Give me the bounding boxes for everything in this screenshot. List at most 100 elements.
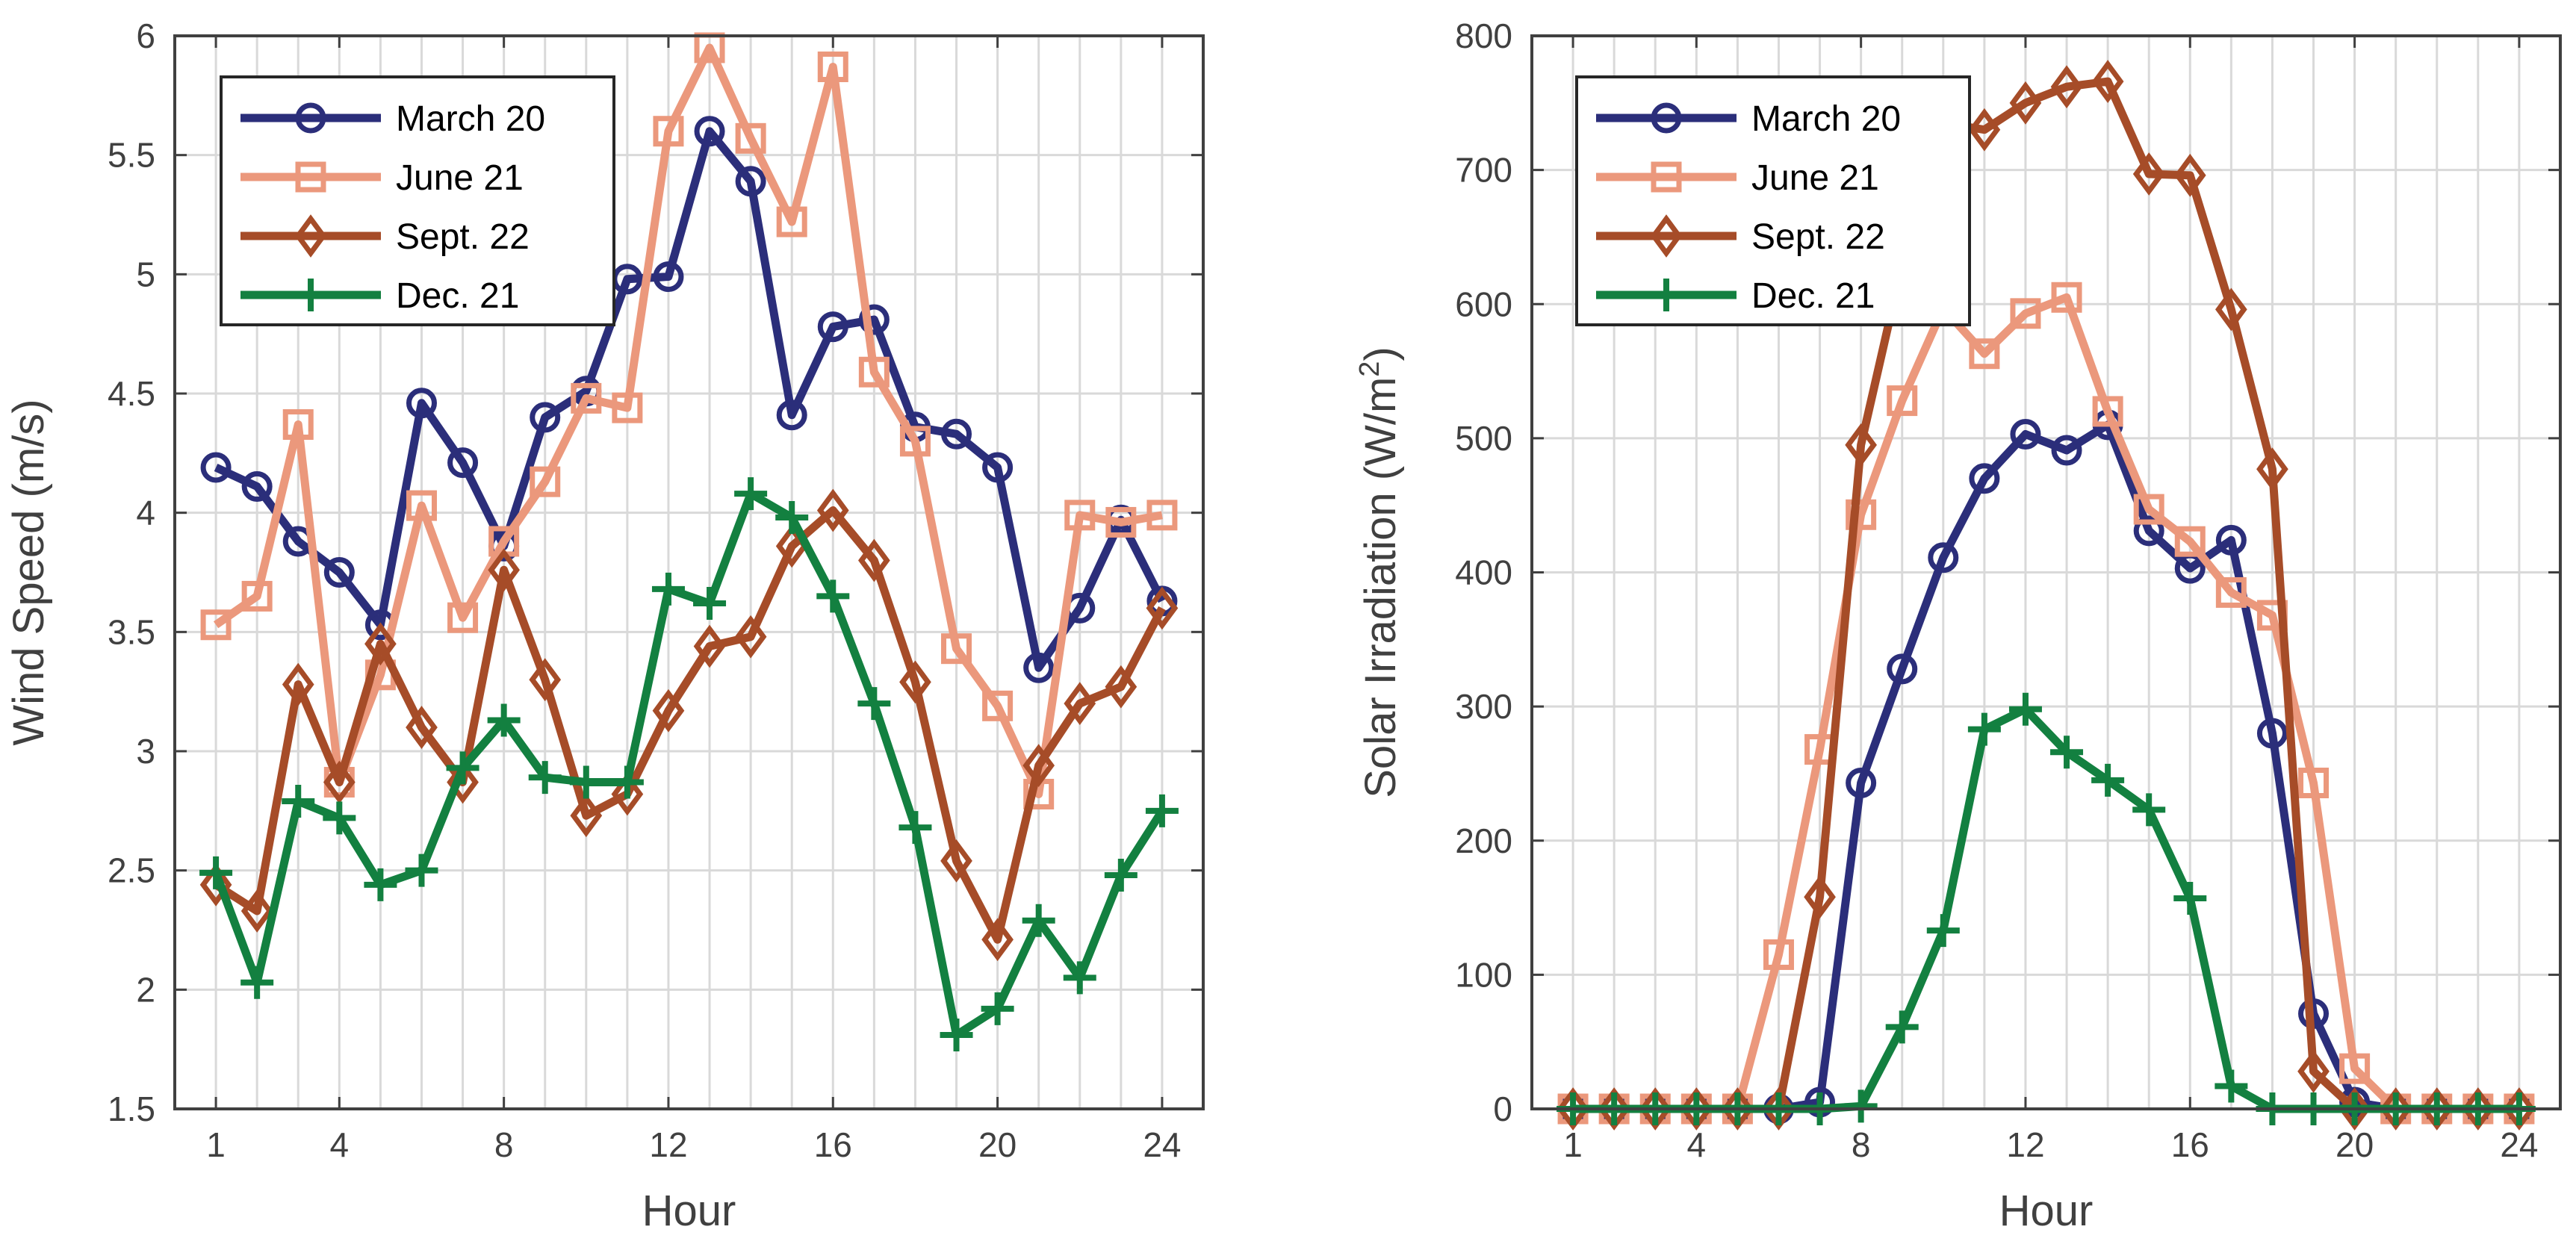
legend-label: March 20 bbox=[396, 99, 545, 139]
series-dec-21 bbox=[199, 477, 1179, 1052]
data-point bbox=[1844, 1089, 1878, 1123]
legend-label: Dec. 21 bbox=[1751, 276, 1875, 316]
data-point bbox=[1887, 385, 1918, 417]
data-point bbox=[1967, 712, 2001, 746]
legend-item: Dec. 21 bbox=[240, 276, 519, 316]
data-point bbox=[1105, 506, 1137, 538]
data-point bbox=[1968, 108, 2001, 152]
data-point bbox=[406, 388, 437, 419]
data-point bbox=[1105, 665, 1138, 709]
data-point bbox=[775, 501, 809, 535]
data-point bbox=[2173, 153, 2206, 197]
legend-marker bbox=[1651, 161, 1682, 193]
data-point bbox=[2050, 736, 2084, 769]
data-point bbox=[816, 488, 849, 532]
x-tick-label: 4 bbox=[1687, 1125, 1707, 1164]
data-point bbox=[653, 261, 684, 293]
series-sept-22 bbox=[199, 488, 1179, 962]
data-point bbox=[653, 116, 684, 147]
data-point bbox=[282, 662, 314, 706]
x-tick-label: 4 bbox=[330, 1125, 350, 1164]
data-point bbox=[899, 660, 931, 704]
legend-marker bbox=[295, 102, 326, 134]
data-point bbox=[1846, 499, 1877, 530]
x-tick-label: 1 bbox=[206, 1125, 226, 1164]
data-point bbox=[735, 122, 766, 154]
data-point bbox=[816, 579, 850, 613]
legend-marker bbox=[1651, 102, 1682, 134]
data-point bbox=[447, 760, 479, 804]
data-point bbox=[529, 658, 562, 702]
data-point bbox=[2173, 881, 2207, 915]
data-point bbox=[982, 690, 1014, 721]
data-point bbox=[530, 402, 561, 433]
legend-marker bbox=[1650, 214, 1683, 258]
x-tick-label: 8 bbox=[1852, 1125, 1871, 1164]
data-point bbox=[1926, 914, 1960, 948]
legend-item: Dec. 21 bbox=[1596, 276, 1875, 316]
data-point bbox=[570, 794, 603, 838]
data-point bbox=[1763, 1087, 1795, 1131]
data-point bbox=[899, 426, 931, 457]
x-tick-label: 1 bbox=[1563, 1125, 1583, 1164]
data-point bbox=[240, 889, 273, 933]
data-point bbox=[817, 52, 848, 83]
data-point bbox=[405, 854, 438, 887]
data-point bbox=[487, 703, 521, 737]
legend-label: June 21 bbox=[1751, 158, 1879, 198]
data-point bbox=[1146, 500, 1178, 531]
data-point bbox=[2132, 793, 2166, 827]
x-tick-label: 16 bbox=[814, 1125, 852, 1164]
data-point bbox=[1722, 1087, 1754, 1131]
legend-label: March 20 bbox=[1751, 99, 1901, 139]
data-point bbox=[2338, 1087, 2371, 1131]
y-tick-label: 800 bbox=[1455, 16, 1512, 55]
y-tick-label: 600 bbox=[1455, 285, 1512, 323]
data-point bbox=[2215, 1069, 2248, 1103]
data-point bbox=[2339, 1053, 2371, 1084]
data-point bbox=[858, 356, 890, 388]
y-tick-label: 1.5 bbox=[108, 1089, 155, 1128]
data-point bbox=[1063, 961, 1096, 995]
data-point bbox=[530, 466, 561, 497]
x-tick-label: 20 bbox=[2336, 1125, 2374, 1164]
data-point bbox=[941, 633, 972, 665]
data-point bbox=[941, 418, 972, 450]
solar-irradiation-chart: 1 4 8 12 16 20 24 0 100 200 300 400 500 600 700 800 Hour… bbox=[1354, 16, 2562, 1235]
data-point bbox=[2133, 515, 2164, 547]
data-point bbox=[1763, 939, 1794, 970]
legend-marker bbox=[294, 279, 327, 311]
data-point bbox=[241, 471, 273, 503]
data-point bbox=[406, 706, 438, 749]
data-point bbox=[323, 801, 356, 835]
data-point bbox=[406, 490, 437, 521]
legend-item: June 21 bbox=[1596, 158, 1879, 198]
y-tick-label: 500 bbox=[1455, 419, 1512, 458]
data-point bbox=[734, 615, 767, 659]
data-point bbox=[1022, 744, 1055, 788]
data-point bbox=[2462, 1087, 2495, 1131]
data-point bbox=[2215, 524, 2247, 556]
data-point bbox=[981, 992, 1014, 1025]
y-tick-label: 3 bbox=[136, 732, 155, 771]
data-point bbox=[651, 572, 685, 606]
data-point bbox=[1969, 463, 2000, 494]
legend-item: Sept. 22 bbox=[240, 214, 530, 258]
data-point bbox=[571, 382, 602, 414]
legend-label: Dec. 21 bbox=[396, 276, 519, 316]
data-point bbox=[1022, 904, 1055, 937]
data-point bbox=[2008, 692, 2042, 726]
data-point bbox=[364, 868, 397, 901]
wind-speed-chart: 1 4 8 12 16 20 24 1.5 2 2.5 3 3.5 4 4.5 5 5.5 6 Hour Wind … bbox=[4, 16, 1205, 1235]
data-point bbox=[2380, 1087, 2412, 1131]
x-tick-label: 12 bbox=[2006, 1125, 2044, 1164]
grid bbox=[1532, 36, 2560, 1109]
data-point bbox=[2091, 763, 2125, 797]
data-point bbox=[2421, 1087, 2454, 1131]
data-point bbox=[2133, 494, 2164, 525]
x-tick-label: 16 bbox=[2171, 1125, 2209, 1164]
data-point bbox=[610, 765, 644, 799]
data-point bbox=[446, 751, 479, 785]
y-tick-label: 3.5 bbox=[108, 612, 155, 651]
